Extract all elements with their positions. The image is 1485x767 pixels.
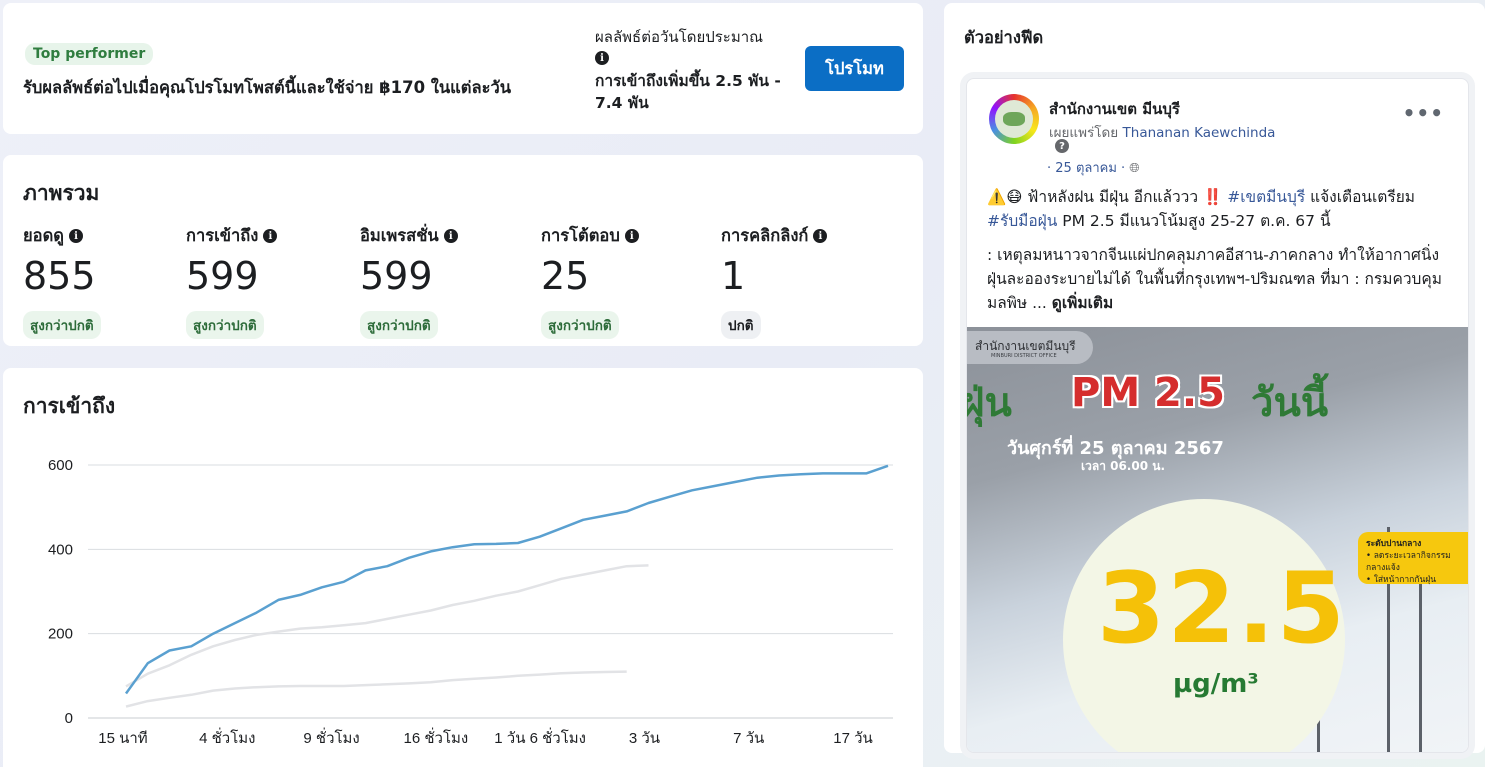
- author-link[interactable]: Thananan Kaewchinda: [1122, 125, 1276, 141]
- metric-status-badge: สูงกว่าปกติ: [23, 311, 101, 339]
- post-date: · 25 ตุลาคม · 🌐︎: [1047, 157, 1140, 178]
- metric-label: การคลิกลิงก์: [721, 226, 809, 245]
- image-pm-heading: PM 2.5: [1071, 370, 1225, 416]
- post-line1-b: แจ้งเตือนเตรียม: [1305, 188, 1415, 206]
- info-icon[interactable]: i: [263, 229, 278, 243]
- info-icon[interactable]: i: [595, 51, 609, 65]
- reach-line-chart[interactable]: 0 200 400 600 15 นาที 4 ชั่วโมง 9 ชั่วโมง 16 ชั…: [3, 368, 923, 767]
- post-line1-a: ⚠️😷 ฟ้าหลังฝน มีฝุ่น อีกแล้ววว ‼️: [987, 188, 1228, 206]
- reach-chart-card: การเข้าถึง 0 200 400 600 15 นาที 4 ชั่วโมง 9 ช…: [3, 368, 923, 767]
- more-options-icon[interactable]: •••: [1402, 101, 1444, 125]
- y-tick-label: 0: [65, 710, 73, 727]
- info-icon[interactable]: i: [624, 229, 639, 243]
- metric-label: ยอดดู: [23, 226, 65, 245]
- see-more-link[interactable]: ดูเพิ่มเติม: [1051, 294, 1114, 312]
- overview-title: ภาพรวม: [23, 181, 100, 205]
- estimated-results-label: ผลลัพธ์ต่อวันโดยประมาณ: [595, 28, 764, 46]
- x-tick-label: 7 วัน: [733, 730, 764, 747]
- published-by-label: เผยแพร่โดย: [1049, 125, 1119, 141]
- info-icon[interactable]: i: [813, 229, 828, 243]
- promote-button[interactable]: โปรโมท: [805, 46, 904, 91]
- post-line1-c: PM 2.5 มีแนวโน้มสูง 25-27 ต.ค. 67 นี้: [1057, 212, 1331, 230]
- metric-link-clicks: การคลิกลิงก์ i 1 ปกติ: [721, 223, 828, 339]
- estimated-results-value: การเข้าถึงเพิ่มขึ้น 2.5 พัน - 7.4 พัน: [595, 72, 781, 112]
- metric-label: การโต้ตอบ: [541, 226, 620, 245]
- globe-icon: 🌐︎: [1129, 161, 1140, 176]
- metric-value: 1: [721, 254, 746, 298]
- metric-engagement: การโต้ตอบ i 25 สูงกว่าปกติ: [541, 223, 639, 339]
- level-tag: ระดับปานกลาง • ลดระยะเวลากิจกรรมกลางแจ้ง…: [1358, 532, 1468, 585]
- metric-status-badge: สูงกว่าปกติ: [541, 311, 619, 339]
- y-tick-label: 400: [48, 541, 73, 558]
- image-brand-name: สำนักงานเขตมีนบุรี: [975, 339, 1076, 353]
- x-tick-label: 1 วัน 6 ชั่วโมง: [494, 727, 586, 747]
- hashtag-link[interactable]: #รับมือฝุ่น: [987, 212, 1058, 230]
- metric-value: 599: [360, 254, 433, 298]
- x-tick-label: 9 ชั่วโมง: [303, 727, 359, 747]
- top-performer-badge: Top performer: [25, 43, 154, 65]
- post-text: ⚠️😷 ฟ้าหลังฝน มีฝุ่น อีกแล้ววว ‼️ #เขตมี…: [987, 185, 1457, 315]
- feed-preview-card: ตัวอย่างฟีด สำนักงานเขต มีนบุรี เผยแพร่โ…: [944, 3, 1485, 753]
- image-today-word: วันนี้: [1251, 380, 1329, 426]
- hashtag-link[interactable]: #เขตมีนบุรี: [1227, 188, 1306, 206]
- metric-status-badge: ปกติ: [721, 311, 761, 339]
- image-time: เวลา 06.00 น.: [1081, 459, 1166, 473]
- x-tick-label: 17 วัน: [833, 730, 873, 747]
- metric-label: อิมเพรสชั่น: [360, 226, 439, 245]
- metric-reach: การเข้าถึง i 599 สูงกว่าปกติ: [186, 223, 278, 339]
- post-line2: : เหตุลมหนาวจากจีนแผ่ปกคลุมภาคอีสาน-ภาคก…: [987, 246, 1442, 312]
- image-brand-pill: สำนักงานเขตมีนบุรี MINBURI DISTRICT OFFI…: [967, 331, 1093, 364]
- metric-status-badge: สูงกว่าปกติ: [360, 311, 438, 339]
- pm-value: 32.5: [1097, 552, 1347, 666]
- metric-value: 25: [541, 254, 590, 298]
- post-image[interactable]: สำนักงานเขตมีนบุรี MINBURI DISTRICT OFFI…: [967, 327, 1468, 752]
- metric-value: 599: [186, 254, 259, 298]
- help-icon[interactable]: ?: [1055, 139, 1069, 153]
- series-line: [125, 670, 627, 708]
- pm-unit: µg/m³: [1173, 669, 1259, 699]
- published-by: เผยแพร่โดย Thananan Kaewchinda: [1049, 121, 1275, 143]
- level-label: ระดับปานกลาง: [1366, 539, 1422, 549]
- info-icon[interactable]: i: [69, 229, 84, 243]
- promo-message: รับผลลัพธ์ต่อไปเมื่อคุณโปรโมทโพสต์นี้และ…: [23, 78, 512, 97]
- page-name[interactable]: สำนักงานเขต มีนบุรี: [1049, 100, 1180, 118]
- level-note: • ลดระยะเวลากิจกรรมกลางแจ้ง: [1366, 551, 1451, 573]
- feed-preview-title: ตัวอย่างฟีด: [964, 28, 1044, 47]
- overview-card: ภาพรวม ยอดดู i 855 สูงกว่าปกติ การเข้าถึง…: [3, 155, 923, 346]
- x-tick-label: 16 ชั่วโมง: [403, 727, 468, 747]
- metric-label: การเข้าถึง: [186, 226, 259, 245]
- reach-title: การเข้าถึง: [23, 394, 116, 418]
- metric-value: 855: [23, 254, 96, 298]
- y-tick-label: 200: [48, 626, 73, 643]
- promote-card: Top performer รับผลลัพธ์ต่อไปเมื่อคุณโปร…: [3, 3, 923, 134]
- series-line: [124, 464, 889, 695]
- pm-value-circle: [1063, 499, 1345, 752]
- image-left-word: ฝุ่น: [967, 380, 1012, 426]
- x-tick-label: 3 วัน: [629, 730, 660, 747]
- level-note: • ใส่หน้ากากกันฝุ่น: [1366, 575, 1437, 585]
- x-tick-label: 15 นาที: [98, 730, 147, 747]
- metric-impressions: อิมเพรสชั่น i 599 สูงกว่าปกติ: [360, 223, 458, 339]
- post-preview: สำนักงานเขต มีนบุรี เผยแพร่โดย Thananan …: [966, 78, 1469, 753]
- page-avatar[interactable]: [989, 94, 1039, 144]
- image-date: วันศุกร์ที่ 25 ตุลาคม 2567: [1007, 438, 1224, 459]
- image-brand-sub: MINBURI DISTRICT OFFICE: [991, 353, 1057, 359]
- metric-views: ยอดดู i 855 สูงกว่าปกติ: [23, 223, 101, 339]
- series-line: [125, 564, 649, 688]
- post-date-text[interactable]: · 25 ตุลาคม ·: [1047, 161, 1126, 176]
- x-tick-label: 4 ชั่วโมง: [199, 727, 255, 747]
- info-icon[interactable]: i: [443, 229, 458, 243]
- metric-status-badge: สูงกว่าปกติ: [186, 311, 264, 339]
- y-tick-label: 600: [48, 457, 73, 474]
